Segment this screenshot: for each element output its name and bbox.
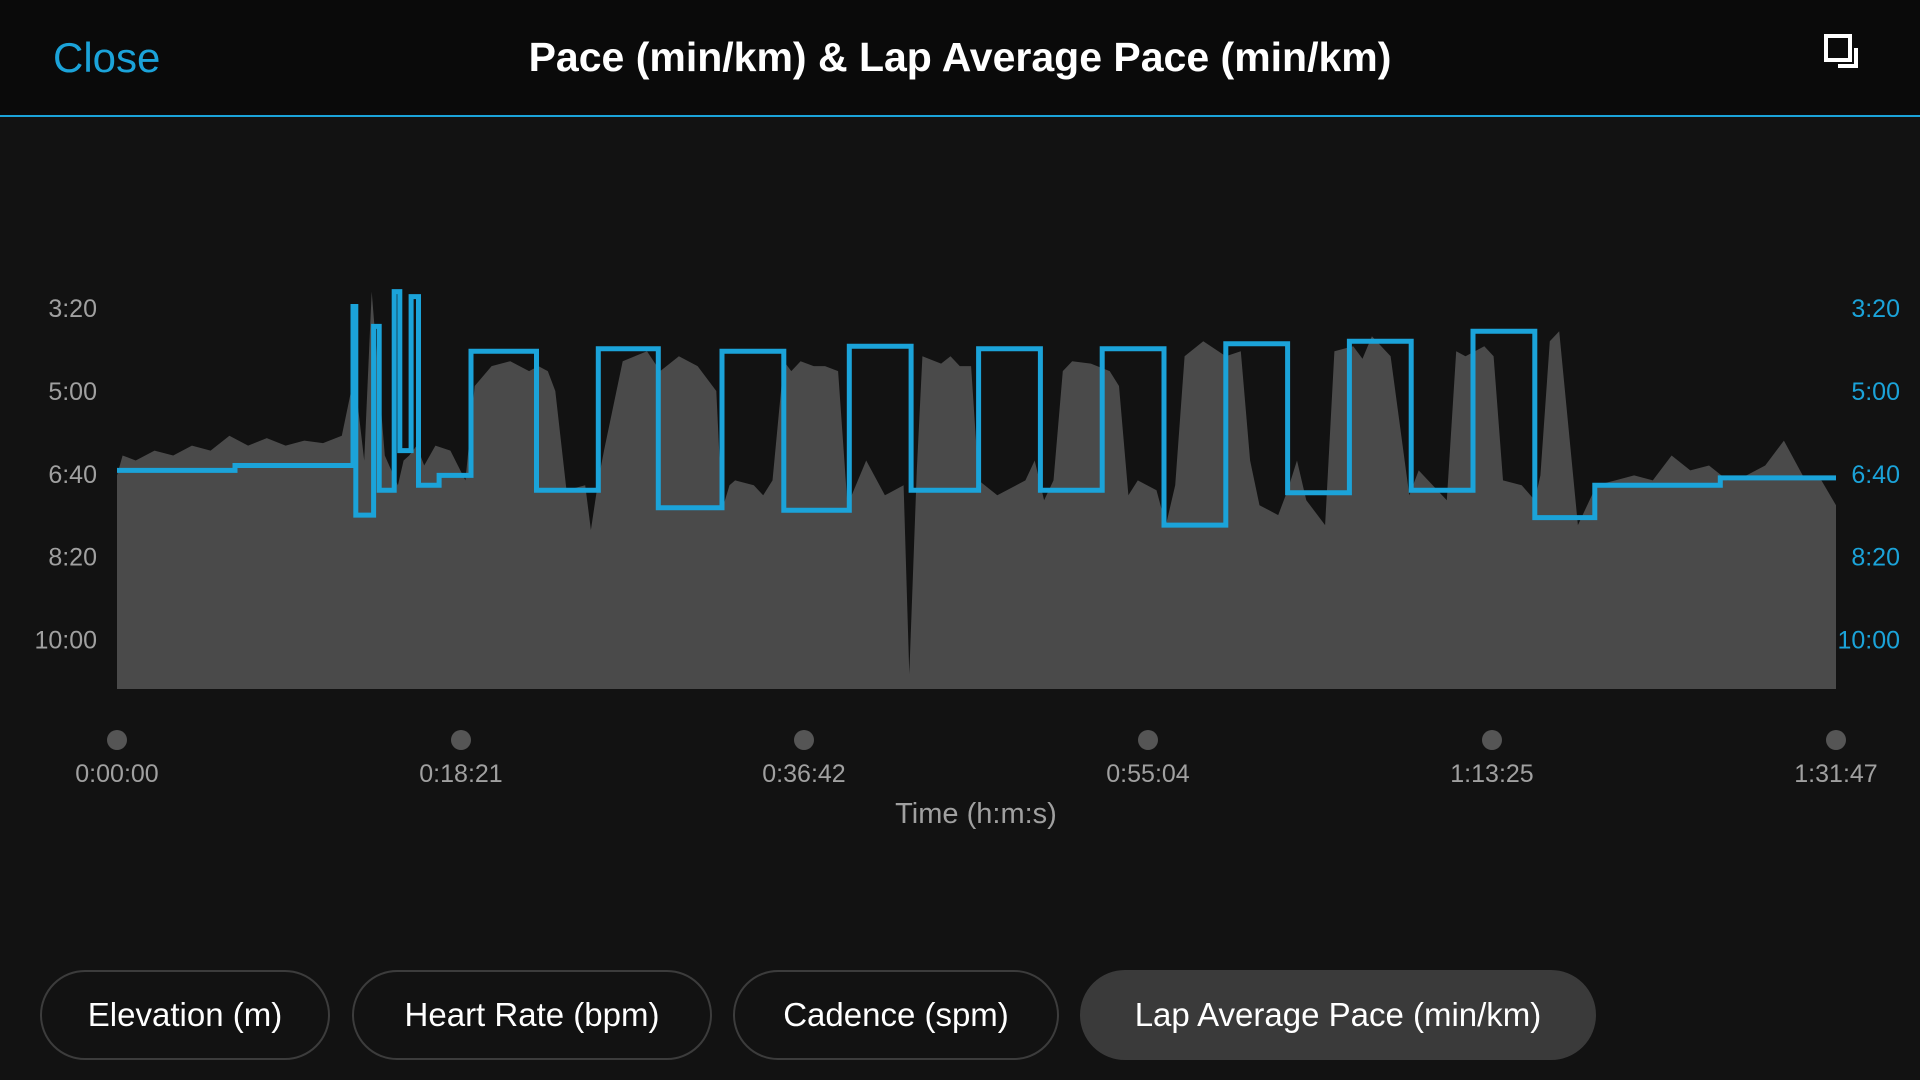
pace-chart: 3:20 5:00 6:40 8:20 10:00 3:20 5:00 6:40 8:20 10:…: [34, 289, 1900, 830]
tab-heart-rate[interactable]: Heart Rate (bpm): [352, 970, 712, 1060]
x-tick-dot: [1138, 730, 1158, 750]
y-tick-left: 8:20: [48, 544, 97, 572]
y-tick-left: 5:00: [48, 378, 97, 406]
expand-icon[interactable]: [1824, 34, 1868, 78]
page-title: Pace (min/km) & Lap Average Pace (min/km…: [528, 34, 1392, 80]
y-tick-left: 6:40: [48, 461, 97, 489]
x-axis-label: Time (h:m:s): [895, 798, 1057, 830]
y-tick-left: 3:20: [48, 295, 97, 323]
lap-average-line: [117, 289, 1836, 528]
x-tick-label: 0:55:04: [1106, 760, 1190, 788]
y-tick-right: 10:00: [1837, 626, 1900, 654]
close-button[interactable]: Close: [53, 34, 161, 81]
y-tick-left: 10:00: [34, 626, 97, 654]
tab-elevation[interactable]: Elevation (m): [40, 970, 330, 1060]
x-tick-label: 0:18:21: [419, 760, 502, 788]
metric-tab-bar: Elevation (m) Heart Rate (bpm) Cadence (…: [0, 970, 1920, 1065]
tab-cadence[interactable]: Cadence (spm): [733, 970, 1059, 1060]
y-tick-right: 8:20: [1851, 544, 1900, 572]
x-tick-dot: [1826, 730, 1846, 750]
x-tick-dot: [107, 730, 127, 750]
x-tick-label: 1:31:47: [1794, 760, 1877, 788]
header-bar: Close Pace (min/km) & Lap Average Pace (…: [0, 0, 1920, 117]
y-tick-right: 6:40: [1851, 461, 1900, 489]
x-tick-label: 0:00:00: [75, 760, 158, 788]
x-tick-label: 0:36:42: [762, 760, 845, 788]
y-tick-right: 3:20: [1851, 295, 1900, 323]
x-tick-dot: [451, 730, 471, 750]
x-tick-dot: [1482, 730, 1502, 750]
x-tick-label: 1:13:25: [1450, 760, 1533, 788]
x-tick-dot: [794, 730, 814, 750]
tab-lap-average-pace[interactable]: Lap Average Pace (min/km): [1080, 970, 1596, 1060]
y-tick-right: 5:00: [1851, 378, 1900, 406]
